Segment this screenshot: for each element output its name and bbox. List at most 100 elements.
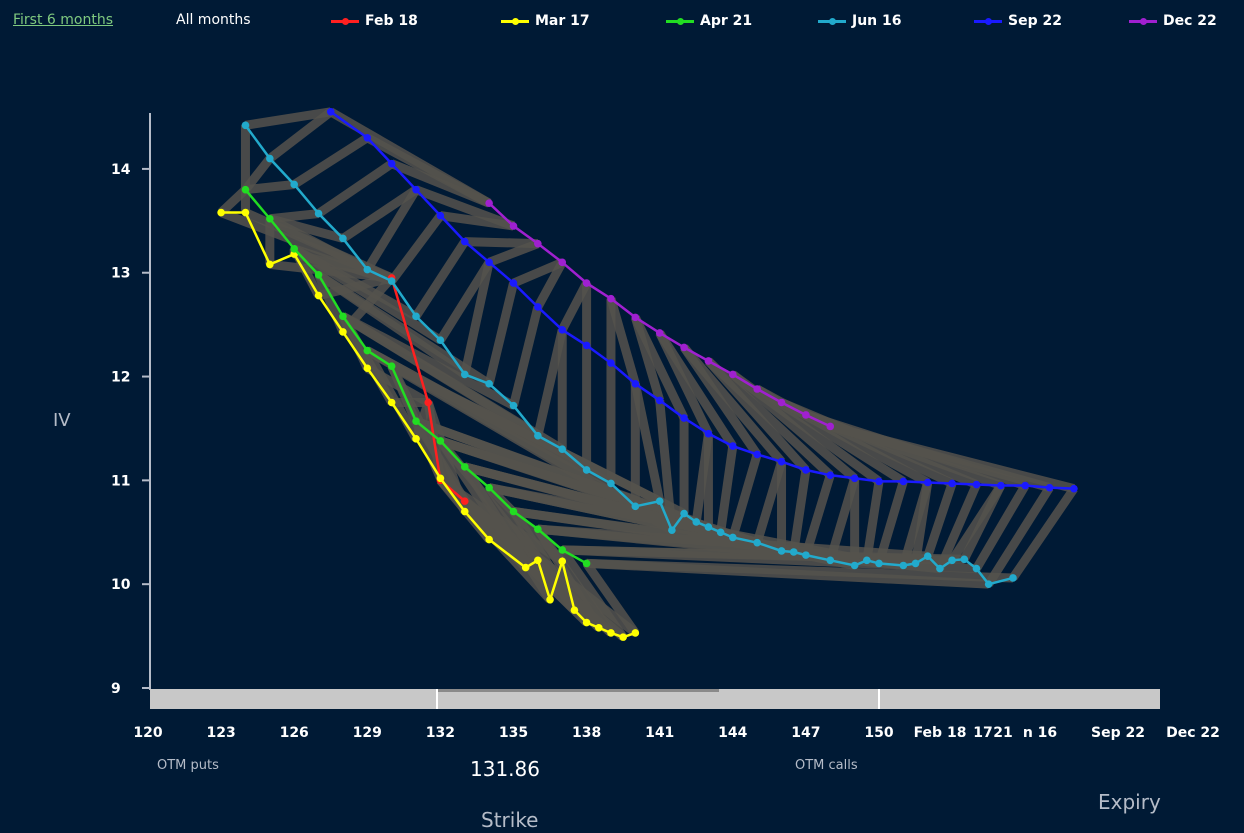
data-point bbox=[704, 357, 713, 365]
data-point bbox=[850, 474, 859, 483]
expiry-tick-label: Dec 22 bbox=[1166, 725, 1220, 741]
surface-ribbon bbox=[436, 259, 493, 343]
data-point bbox=[509, 222, 518, 230]
expiry-axis-label: Expiry bbox=[1098, 790, 1161, 814]
legend-item[interactable]: Feb 18 bbox=[331, 11, 418, 31]
surface-ribbon bbox=[655, 400, 677, 531]
data-point bbox=[1021, 481, 1029, 490]
data-point bbox=[339, 312, 347, 321]
surface-ribbon bbox=[534, 526, 615, 636]
data-point bbox=[521, 563, 530, 572]
first-six-months-link[interactable]: First 6 months bbox=[13, 12, 114, 28]
data-point bbox=[680, 343, 688, 352]
data-point bbox=[509, 507, 518, 516]
x-tick-label: 126 bbox=[280, 725, 309, 741]
surface-ribbon bbox=[509, 509, 591, 626]
slider-track[interactable] bbox=[150, 689, 1160, 709]
data-point bbox=[850, 561, 859, 570]
y-tick-label: 12 bbox=[111, 370, 130, 386]
surface-ribbon bbox=[439, 211, 515, 231]
legend-item[interactable]: Apr 21 bbox=[666, 11, 752, 31]
data-point bbox=[789, 548, 798, 556]
surface-ribbon bbox=[340, 185, 419, 243]
data-point bbox=[558, 557, 567, 566]
data-point bbox=[558, 258, 567, 267]
x-tick-label: 135 bbox=[499, 725, 528, 741]
surface-ribbon bbox=[363, 187, 420, 272]
data-point bbox=[266, 260, 274, 269]
surface-ribbon bbox=[316, 271, 492, 388]
data-point bbox=[460, 507, 469, 516]
data-point bbox=[314, 209, 323, 218]
surface-ribbons bbox=[218, 107, 1078, 641]
data-point bbox=[680, 414, 688, 422]
data-point bbox=[387, 159, 396, 168]
data-point bbox=[984, 580, 993, 588]
y-tick-label: 14 bbox=[111, 162, 131, 178]
legend-item[interactable]: Mar 17 bbox=[501, 11, 590, 31]
data-point bbox=[777, 398, 786, 407]
data-point bbox=[485, 258, 493, 267]
legend-item[interactable]: Sep 22 bbox=[974, 11, 1062, 31]
legend-marker-icon bbox=[1140, 17, 1147, 25]
legend-label: Feb 18 bbox=[365, 13, 418, 29]
data-point bbox=[534, 556, 542, 565]
x-tick-label: 150 bbox=[864, 725, 893, 741]
data-point bbox=[948, 556, 956, 565]
surface-ribbon bbox=[412, 418, 493, 542]
surface-ribbon bbox=[801, 473, 835, 557]
legend-label: Sep 22 bbox=[1008, 13, 1062, 29]
data-point bbox=[387, 398, 396, 407]
data-point bbox=[802, 551, 810, 559]
all-months-link[interactable]: All months bbox=[176, 12, 251, 28]
data-point bbox=[412, 312, 420, 321]
data-point bbox=[582, 341, 591, 350]
surface-ribbon bbox=[960, 483, 1005, 562]
data-point bbox=[777, 457, 786, 466]
surface-ribbon bbox=[340, 312, 565, 454]
data-point bbox=[826, 471, 835, 479]
surface-ribbon bbox=[582, 560, 640, 636]
data-point bbox=[753, 450, 761, 459]
legend-label: Jun 16 bbox=[852, 13, 902, 29]
data-point bbox=[923, 552, 932, 560]
x-tick-label: 132 bbox=[426, 725, 455, 741]
legend-item[interactable]: Dec 22 bbox=[1129, 11, 1217, 31]
x-tick-label: 144 bbox=[718, 725, 747, 741]
legend-swatch bbox=[501, 17, 529, 25]
x-tick-label: 120 bbox=[133, 725, 162, 741]
x-axis-label: Strike bbox=[481, 808, 539, 832]
data-point bbox=[436, 474, 445, 483]
data-point bbox=[558, 546, 567, 554]
slider-handle[interactable] bbox=[437, 689, 719, 692]
data-point bbox=[582, 559, 591, 568]
surface-ribbon bbox=[316, 159, 395, 218]
data-point bbox=[460, 497, 469, 505]
data-point bbox=[460, 237, 469, 246]
strike-slider bbox=[150, 689, 1160, 709]
surface-ribbon bbox=[655, 330, 737, 449]
data-point bbox=[936, 564, 944, 573]
surface-ribbon bbox=[680, 344, 785, 465]
data-point bbox=[875, 477, 883, 486]
data-point bbox=[631, 629, 640, 637]
surface-ribbon bbox=[464, 237, 538, 249]
data-point bbox=[412, 417, 420, 425]
data-point bbox=[363, 346, 372, 355]
data-point bbox=[509, 401, 518, 410]
data-point bbox=[923, 478, 932, 487]
expiry-tick-label: n 16 bbox=[1023, 725, 1057, 741]
surface-ribbon bbox=[789, 469, 811, 553]
data-point bbox=[680, 509, 688, 518]
expiry-tick-label: 17 bbox=[973, 725, 992, 741]
legend-item[interactable]: Jun 16 bbox=[818, 11, 902, 31]
data-point bbox=[716, 528, 725, 537]
surface-ribbon bbox=[586, 558, 1014, 583]
surface-ribbon bbox=[923, 482, 957, 558]
surface-ribbon bbox=[972, 483, 1030, 571]
y-axis-label: IV bbox=[53, 410, 71, 431]
surface-ribbon bbox=[244, 107, 332, 130]
surface-ribbon bbox=[412, 239, 469, 319]
surface-ribbon bbox=[716, 445, 738, 533]
